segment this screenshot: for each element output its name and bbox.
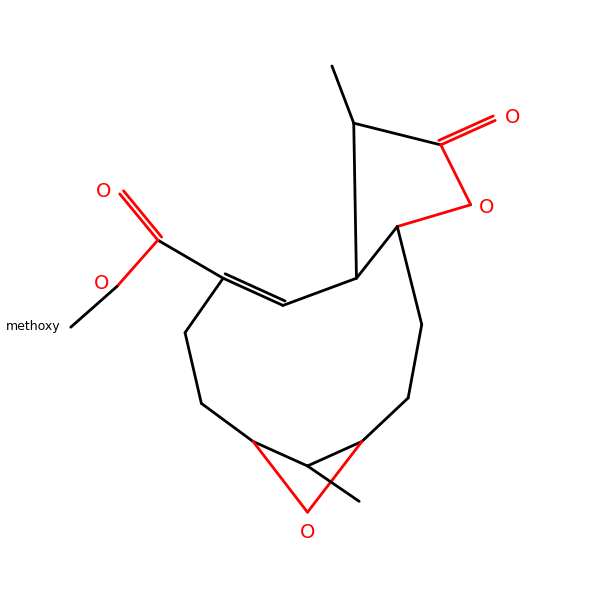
Text: O: O [505, 108, 520, 127]
Text: O: O [96, 182, 111, 200]
Text: O: O [301, 523, 316, 542]
Text: O: O [479, 198, 495, 217]
Text: methoxy: methoxy [7, 320, 61, 332]
Text: O: O [94, 274, 109, 293]
